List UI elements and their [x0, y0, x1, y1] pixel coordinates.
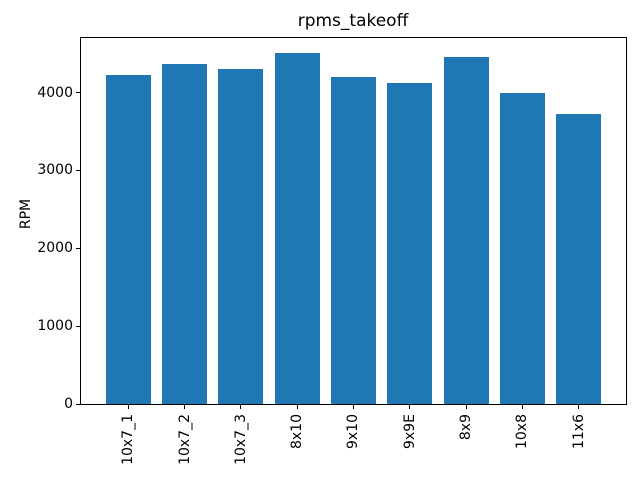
y-tick-label: 3000 [37, 162, 73, 179]
x-tick-mark [521, 404, 523, 409]
x-tick-label: 10x7_1 [120, 414, 137, 465]
chart-title: rpms_takeoff [297, 11, 409, 31]
y-tick-mark [76, 92, 81, 93]
x-tick-mark [578, 404, 580, 409]
x-tick-label: 9x10 [345, 414, 362, 450]
bar-10x7_3 [218, 68, 264, 404]
x-tick-mark [296, 404, 298, 409]
x-tick-mark [127, 404, 129, 409]
bar-9x9E [387, 82, 433, 404]
x-tick-mark [409, 404, 411, 409]
x-tick-mark [353, 404, 354, 409]
x-tick-label: 10x8 [514, 414, 531, 450]
bar-9x10 [330, 76, 376, 404]
x-tick-label: 8x9 [458, 414, 475, 441]
y-axis-label: RPM [18, 198, 34, 230]
x-tick-mark [465, 404, 467, 409]
x-tick-label: 9x9E [401, 414, 418, 449]
x-tick-label: 11x6 [570, 414, 587, 450]
y-tick-mark [76, 169, 81, 171]
x-tick-label: 10x7_2 [176, 414, 193, 465]
x-tick-label: 10x7_3 [232, 414, 249, 465]
y-tick-label: 1000 [37, 318, 73, 335]
x-tick-label: 8x10 [289, 414, 306, 450]
bar-11x6 [556, 113, 602, 404]
bar-10x7_1 [105, 75, 151, 404]
bar-8x10 [274, 53, 320, 404]
y-tick-mark [76, 325, 81, 327]
bar-10x8 [499, 93, 545, 404]
x-tick-mark [240, 404, 242, 409]
plot-area: 0 1000 2000 3000 4000 10x7_1 10x7_2 10x7_3 8x10 9… [37, 37, 627, 465]
bar-10x7_2 [162, 64, 208, 404]
y-tick-label: 0 [64, 396, 73, 412]
bar-8x9 [443, 57, 489, 404]
y-tick-label: 4000 [37, 84, 73, 101]
y-tick-label: 2000 [37, 240, 73, 257]
x-tick-mark [184, 404, 186, 409]
y-tick-mark [76, 403, 81, 405]
y-tick-mark [76, 247, 81, 249]
